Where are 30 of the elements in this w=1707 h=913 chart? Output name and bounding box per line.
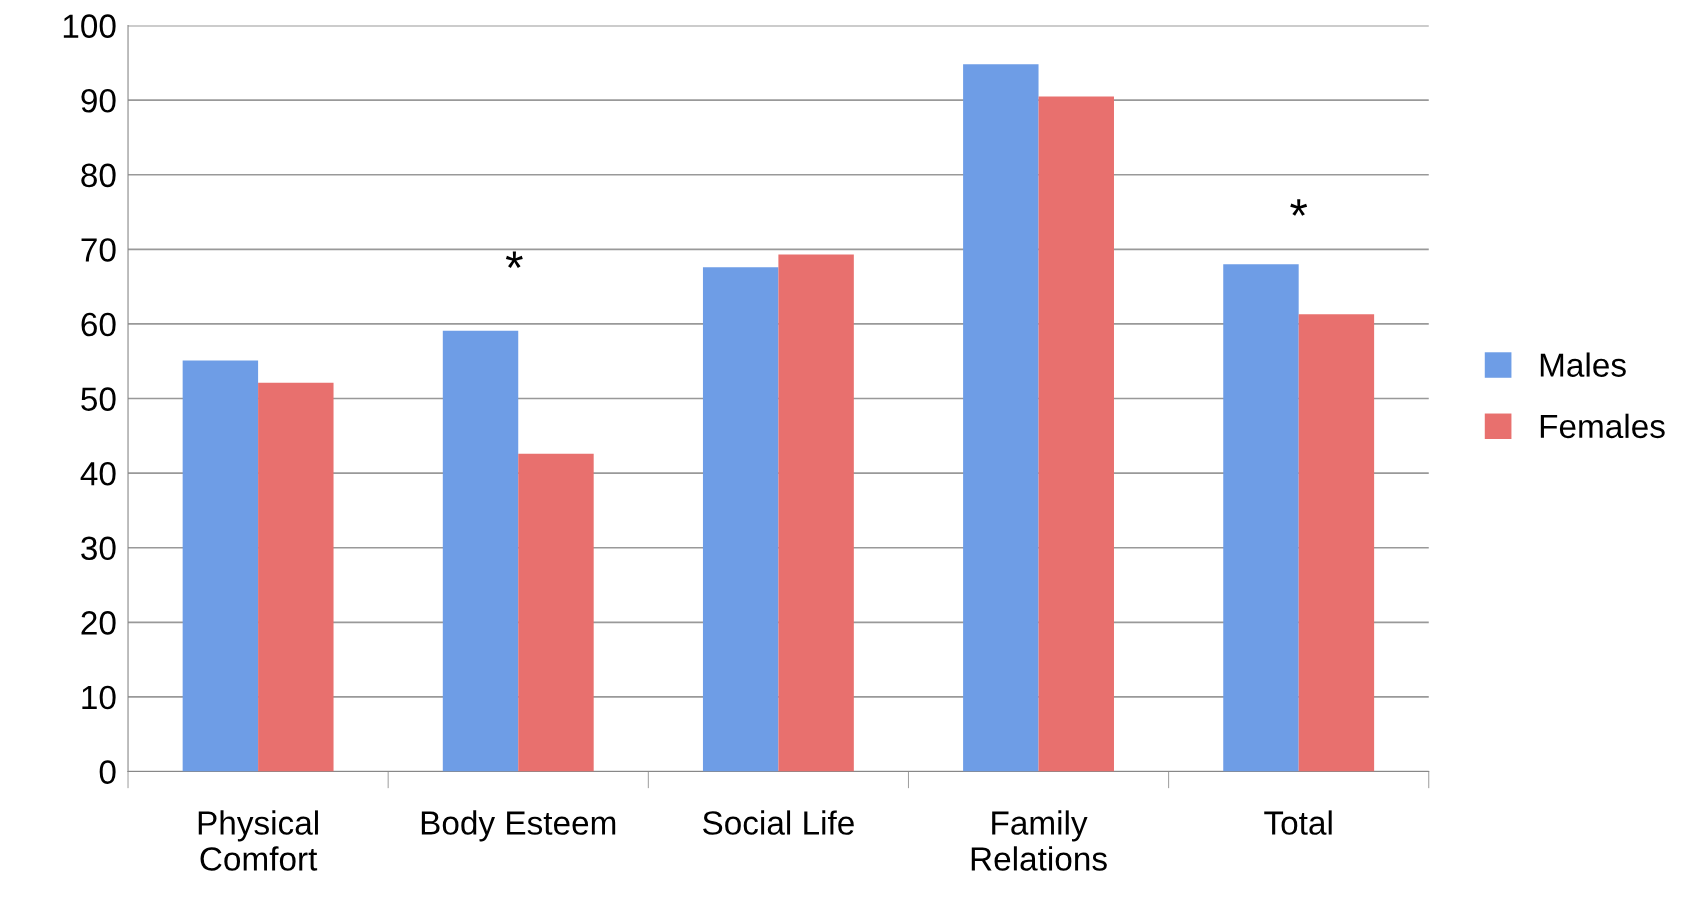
bar bbox=[702, 267, 779, 772]
x-tick-label: Family Relations bbox=[971, 810, 1107, 871]
y-tick-label: 40 bbox=[80, 461, 116, 486]
bar bbox=[442, 330, 519, 772]
legend-label: Females bbox=[1540, 413, 1665, 439]
x-tick-label: Total bbox=[1264, 810, 1332, 835]
y-tick-label: 30 bbox=[81, 536, 116, 561]
x-tick-label: Body Esteem bbox=[421, 810, 616, 842]
bar bbox=[1298, 314, 1375, 772]
y-tick-label: 50 bbox=[81, 387, 116, 411]
bar bbox=[182, 360, 259, 772]
y-tick-label: 0 bbox=[99, 760, 116, 784]
y-tick-label: 70 bbox=[81, 238, 116, 262]
y-tick-label: 60 bbox=[81, 312, 116, 337]
bar bbox=[778, 254, 854, 772]
y-tick-label: 20 bbox=[81, 611, 116, 635]
bar bbox=[1223, 264, 1299, 772]
y-tick-label: 90 bbox=[81, 88, 116, 113]
annotation: * bbox=[505, 251, 523, 269]
bar bbox=[1038, 96, 1114, 772]
y-tick-label: 100 bbox=[63, 14, 116, 38]
bar bbox=[518, 453, 594, 772]
y-tick-label: 10 bbox=[82, 685, 116, 710]
y-tick-label: 80 bbox=[81, 163, 116, 188]
x-tick-label: Social Life bbox=[703, 810, 854, 835]
bar bbox=[963, 64, 1039, 772]
x-tick-label: Physical Comfort bbox=[198, 810, 318, 871]
bar bbox=[258, 382, 334, 772]
annotation: * bbox=[1290, 199, 1308, 216]
legend-label: Males bbox=[1540, 352, 1626, 377]
